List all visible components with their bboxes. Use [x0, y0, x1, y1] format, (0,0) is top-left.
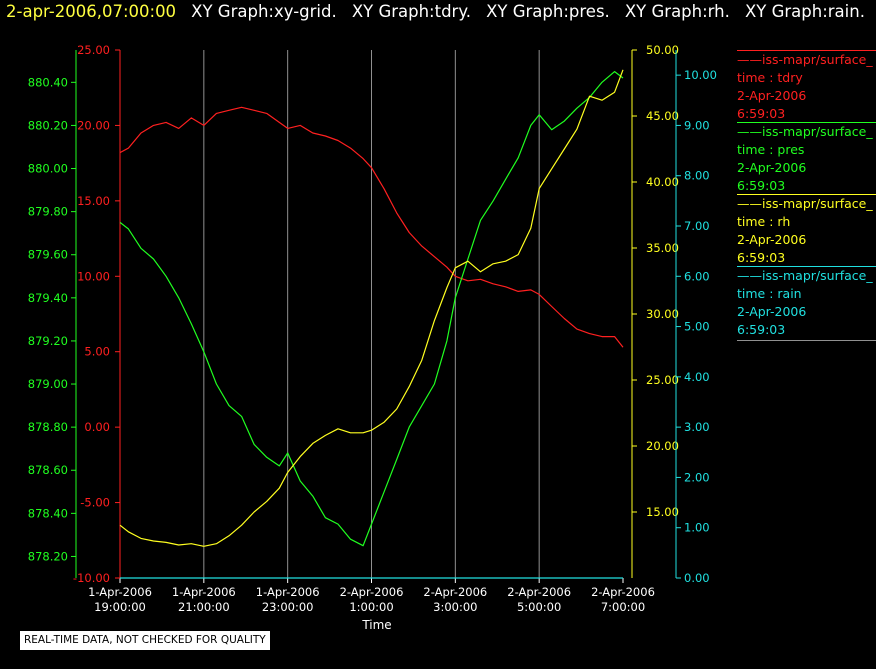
legend-date: 2-Apr-2006 — [737, 304, 807, 319]
rain-axis-tick-label: 10.00 — [684, 68, 717, 82]
pres-axis-tick-label: 878.60 — [28, 463, 68, 477]
legend-variable: time : rain — [737, 286, 802, 301]
tdry-series-line — [119, 106, 624, 348]
rh-axis-tick-label: 30.00 — [646, 307, 679, 321]
legend-source: ——iss-mapr/surface_ — [737, 52, 873, 67]
rain-axis-tick-label: 5.00 — [684, 320, 710, 334]
legend-entry[interactable]: ——iss-mapr/surface_time : pres 2-Apr-2006… — [737, 123, 876, 195]
legend-date: 2-Apr-2006 — [737, 160, 807, 175]
x-tick-label: 5:00:00 — [517, 600, 561, 614]
legend-entry[interactable]: ——iss-mapr/surface_time : rain 2-Apr-2006… — [737, 267, 876, 339]
tdry-axis-tick-label: 5.00 — [84, 345, 110, 359]
x-tick-label: 21:00:00 — [178, 600, 230, 614]
legend-source: ——iss-mapr/surface_ — [737, 196, 873, 211]
pres-axis-tick-label: 880.00 — [28, 162, 68, 176]
legend-time: 6:59:03 — [737, 322, 786, 337]
legend-time: 6:59:03 — [737, 178, 786, 193]
legend-variable: time : rh — [737, 214, 791, 229]
rain-axis-tick-label: 3.00 — [684, 420, 710, 434]
tdry-axis-tick-label: 0.00 — [84, 420, 110, 434]
rh-axis-tick-label: 20.00 — [646, 439, 679, 453]
legend-separator — [737, 50, 876, 51]
rh-axis-tick-label: 35.00 — [646, 241, 679, 255]
title-pres[interactable]: XY Graph:pres. — [486, 2, 610, 21]
rain-axis-tick-label: 6.00 — [684, 269, 710, 283]
rain-axis-tick-label: 2.00 — [684, 470, 710, 484]
x-tick-label: 1-Apr-2006 — [172, 585, 236, 599]
legend-time: 6:59:03 — [737, 250, 786, 265]
legend-entry[interactable]: ——iss-mapr/surface_time : rh 2-Apr-2006 6:… — [737, 195, 876, 267]
rh-axis-tick-label: 25.00 — [646, 373, 679, 387]
x-tick-label: 2-Apr-2006 — [340, 585, 404, 599]
pres-axis-tick-label: 878.40 — [28, 506, 68, 520]
rh-axis-tick-label: 45.00 — [646, 109, 679, 123]
title-xy-grid[interactable]: XY Graph:xy-grid. — [191, 2, 337, 21]
x-tick-label: 19:00:00 — [94, 600, 146, 614]
legend-date: 2-Apr-2006 — [737, 232, 807, 247]
tdry-axis-tick-label: 10.00 — [77, 269, 110, 283]
pres-axis-tick-label: 879.80 — [28, 205, 68, 219]
tdry-axis-tick-label: -5.00 — [80, 496, 110, 510]
legend-variable: time : tdry — [737, 70, 803, 85]
pres-axis-tick-label: 879.60 — [28, 248, 68, 262]
title-bar: 2-apr-2006,07:00:00 XY Graph:xy-grid. XY… — [0, 0, 865, 24]
x-tick-label: 3:00:00 — [433, 600, 477, 614]
pres-axis-tick-label: 880.20 — [28, 118, 68, 132]
legend-date: 2-Apr-2006 — [737, 88, 807, 103]
tdry-axis-tick-label: 20.00 — [77, 118, 110, 132]
tdry-axis-tick-label: 25.00 — [77, 43, 110, 57]
rh-axis-tick-label: 15.00 — [646, 505, 679, 519]
x-tick-label: 1:00:00 — [349, 600, 393, 614]
legend-variable: time : pres — [737, 142, 805, 157]
x-tick-label: 1-Apr-2006 — [88, 585, 152, 599]
x-tick-label: 1-Apr-2006 — [256, 585, 320, 599]
x-tick-label: 7:00:00 — [601, 600, 645, 614]
legend-source: ——iss-mapr/surface_ — [737, 124, 873, 139]
pres-axis-tick-label: 879.00 — [28, 377, 68, 391]
title-tdry[interactable]: XY Graph:tdry. — [351, 2, 471, 21]
rain-axis-tick-label: 1.00 — [684, 521, 710, 535]
title-rain[interactable]: XY Graph:rain. — [744, 2, 865, 21]
current-timestamp: 2-apr-2006,07:00:00 — [6, 2, 177, 21]
pres-axis-tick-label: 879.40 — [28, 291, 68, 305]
tdry-axis-tick-label: -10.00 — [73, 571, 110, 585]
legend-time: 6:59:03 — [737, 106, 786, 121]
legend-source: ——iss-mapr/surface_ — [737, 268, 873, 283]
rh-axis-tick-label: 40.00 — [646, 175, 679, 189]
pres-axis-tick-label: 880.40 — [28, 75, 68, 89]
legend-separator — [737, 122, 876, 123]
x-tick-label: 23:00:00 — [262, 600, 314, 614]
rain-axis-tick-label: 8.00 — [684, 169, 710, 183]
axes: 1-Apr-200619:00:001-Apr-200621:00:001-Ap… — [28, 43, 717, 614]
x-tick-label: 2-Apr-2006 — [423, 585, 487, 599]
title-rh[interactable]: XY Graph:rh. — [624, 2, 730, 21]
x-tick-label: 2-Apr-2006 — [591, 585, 655, 599]
legend-separator — [737, 266, 876, 267]
rh-axis-tick-label: 50.00 — [646, 43, 679, 57]
x-axis-label: Time — [361, 618, 391, 632]
grid-lines — [203, 50, 540, 578]
legend-separator — [737, 194, 876, 195]
x-tick-label: 2-Apr-2006 — [507, 585, 571, 599]
rain-axis-tick-label: 9.00 — [684, 118, 710, 132]
legend-entry[interactable]: ——iss-mapr/surface_time : tdry 2-Apr-2006… — [737, 51, 876, 123]
tdry-axis-tick-label: 15.00 — [77, 194, 110, 208]
pres-axis-tick-label: 878.80 — [28, 420, 68, 434]
pres-axis-tick-label: 879.20 — [28, 334, 68, 348]
legend-separator — [737, 340, 876, 341]
rain-axis-tick-label: 7.00 — [684, 219, 710, 233]
rain-axis-tick-label: 0.00 — [684, 571, 710, 585]
rain-axis-tick-label: 4.00 — [684, 370, 710, 384]
rh-series-line — [119, 69, 624, 547]
series-lines — [119, 69, 624, 579]
quality-notice: REAL-TIME DATA, NOT CHECKED FOR QUALITY — [20, 631, 270, 650]
pres-axis-tick-label: 878.20 — [28, 549, 68, 563]
pres-series-line — [119, 70, 624, 547]
